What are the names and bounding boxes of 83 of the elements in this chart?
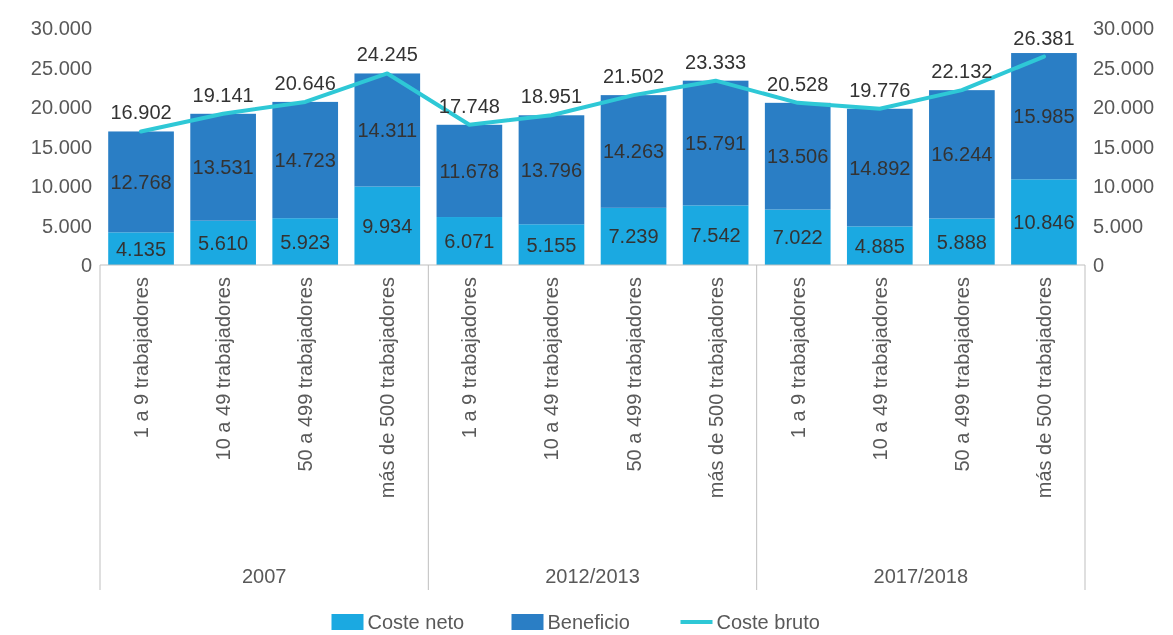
data-label: 20.528	[767, 72, 829, 95]
y2-tick-label: 0	[1093, 254, 1105, 276]
y-tick-label: 5.000	[41, 214, 92, 237]
x-tick-label: 10 a 49 trabajadores	[868, 277, 891, 461]
data-label: 18.951	[520, 85, 583, 108]
y2-tick-label: 10.000	[1093, 175, 1155, 197]
x-tick-label: 10 a 49 trabajadores	[212, 277, 235, 461]
x-tick-label: más de 500 trabajadores	[1032, 277, 1055, 499]
x-tick-label: 1 a 9 trabajadores	[786, 277, 809, 439]
y-tick-label: 0	[80, 254, 92, 276]
x-tick-label: 50 a 499 trabajadores	[622, 277, 645, 472]
x-tick-label: 50 a 499 trabajadores	[294, 277, 317, 472]
bar	[108, 131, 174, 233]
data-label: 15.985	[1013, 105, 1075, 128]
data-label: 4.885	[854, 234, 905, 257]
legend-label: Beneficio	[547, 611, 630, 633]
data-label: 22.132	[931, 60, 993, 83]
bar	[600, 95, 667, 208]
data-label: 7.542	[690, 224, 741, 247]
data-label: 23.333	[685, 50, 747, 73]
text: 2012/2013	[545, 565, 640, 587]
data-label: 17.748	[438, 94, 500, 117]
x-tick-label: 10 a 49 trabajadores	[540, 277, 563, 461]
data-label: 16.902	[110, 101, 172, 124]
bar	[354, 186, 421, 265]
data-label: 26.381	[1013, 26, 1075, 49]
y2-tick-label: 15.000	[1093, 135, 1155, 158]
x-tick-label: 50 a 499 trabajadores	[950, 277, 973, 472]
bar	[682, 205, 749, 265]
y-tick-label: 30.000	[30, 17, 92, 39]
y-tick-label: 25.000	[30, 56, 92, 79]
y2-tick-label: 30.000	[1093, 17, 1155, 39]
data-label: 14.311	[357, 118, 418, 141]
data-label: 5.155	[526, 233, 577, 256]
data-label: 6.071	[444, 230, 495, 253]
data-label: 7.022	[772, 226, 823, 249]
data-label: 5.923	[280, 230, 331, 253]
bar	[1011, 53, 1077, 180]
text: 2017/2018	[873, 565, 969, 587]
data-label: 5.610	[198, 231, 249, 254]
legend-label: Coste bruto	[716, 611, 820, 633]
data-label: 13.506	[767, 145, 829, 168]
x-tick-label: 1 a 9 trabajadores	[130, 277, 153, 439]
data-label: 10.846	[1013, 211, 1075, 234]
bar	[518, 115, 585, 225]
bar	[1011, 179, 1077, 265]
bar	[354, 73, 421, 187]
y2-tick-label: 25.000	[1093, 56, 1155, 79]
y-tick-label: 20.000	[30, 96, 92, 118]
x-tick-label: más de 500 trabajadores	[376, 277, 399, 499]
data-label: 7.239	[608, 225, 659, 248]
data-label: 13.796	[520, 158, 583, 181]
data-label: 19.776	[849, 78, 911, 101]
bar	[764, 102, 831, 210]
data-label: 12.768	[110, 170, 172, 193]
y2-tick-label: 5.000	[1093, 214, 1144, 237]
x-tick-label: más de 500 trabajadores	[704, 277, 727, 499]
bar	[436, 124, 503, 218]
data-label: 16.244	[931, 143, 993, 166]
bar	[846, 108, 913, 227]
legend-label: Coste neto	[367, 611, 465, 633]
bar	[682, 80, 749, 206]
bar	[929, 90, 995, 219]
data-label: 14.723	[274, 149, 336, 172]
data-label: 14.263	[602, 140, 665, 163]
y-tick-label: 10.000	[30, 175, 92, 197]
text: 2007	[241, 565, 287, 587]
data-label: 13.531	[192, 156, 254, 179]
data-label: 9.934	[362, 214, 413, 237]
data-label: 5.888	[936, 230, 987, 253]
data-label: 15.791	[685, 132, 747, 155]
x-tick-label: 1 a 9 trabajadores	[458, 277, 481, 439]
data-label: 24.245	[356, 43, 418, 66]
data-label: 19.141	[192, 83, 254, 106]
bar	[190, 113, 256, 221]
data-label: 11.678	[439, 159, 500, 182]
data-label: 21.502	[602, 65, 665, 88]
data-label: 20.646	[274, 71, 336, 94]
data-label: 14.892	[849, 156, 911, 179]
data-label: 4.135	[116, 237, 167, 260]
bar	[272, 101, 339, 219]
y2-tick-label: 20.000	[1093, 96, 1155, 118]
y-tick-label: 15.000	[30, 135, 92, 158]
